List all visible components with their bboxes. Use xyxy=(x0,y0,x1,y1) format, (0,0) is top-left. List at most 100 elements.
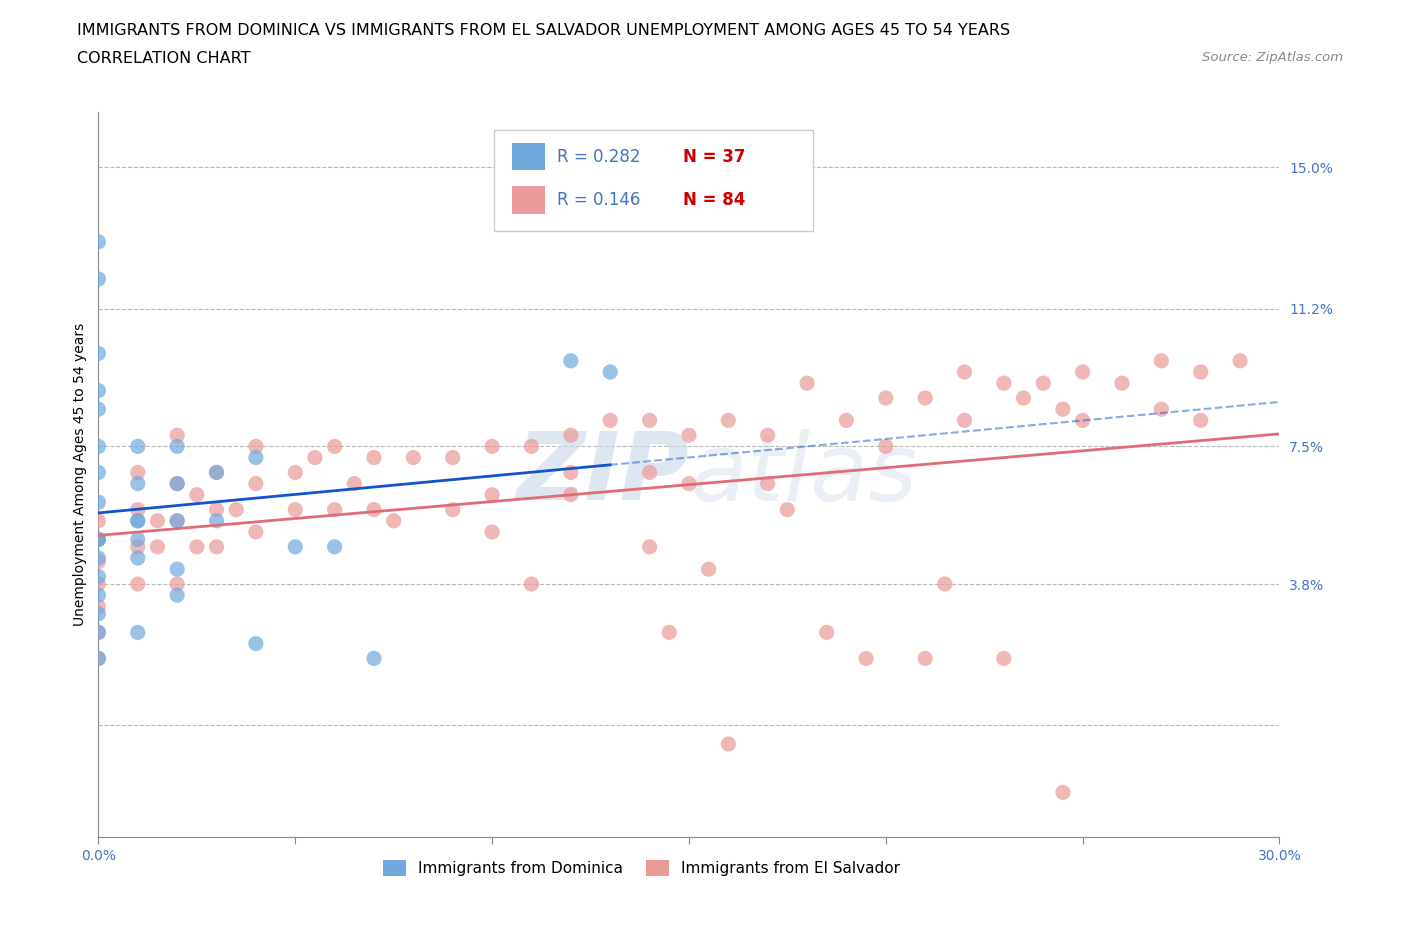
Point xyxy=(87,532,110,547)
Point xyxy=(441,502,464,517)
Point xyxy=(166,513,188,528)
Point xyxy=(87,588,110,603)
Point xyxy=(87,402,110,417)
Point xyxy=(1189,413,1212,428)
Point xyxy=(934,577,956,591)
Point xyxy=(205,513,228,528)
Point xyxy=(1189,365,1212,379)
Point xyxy=(127,465,149,480)
Point xyxy=(560,428,582,443)
Text: R = 0.146: R = 0.146 xyxy=(557,191,640,209)
Point xyxy=(481,439,503,454)
Point xyxy=(87,439,110,454)
Text: ZIP: ZIP xyxy=(516,429,689,520)
Point xyxy=(1150,353,1173,368)
Point xyxy=(166,562,188,577)
Point xyxy=(127,513,149,528)
Point xyxy=(323,439,346,454)
Point xyxy=(1052,785,1074,800)
Point xyxy=(304,450,326,465)
Point xyxy=(87,383,110,398)
Text: Source: ZipAtlas.com: Source: ZipAtlas.com xyxy=(1202,51,1343,64)
Point xyxy=(323,502,346,517)
Point xyxy=(146,539,169,554)
Point xyxy=(382,513,405,528)
Point xyxy=(875,439,897,454)
Point xyxy=(284,539,307,554)
Point xyxy=(855,651,877,666)
Point xyxy=(638,465,661,480)
Point xyxy=(560,487,582,502)
Point xyxy=(363,651,385,666)
Point xyxy=(87,625,110,640)
FancyBboxPatch shape xyxy=(494,130,813,232)
Point xyxy=(658,625,681,640)
Text: CORRELATION CHART: CORRELATION CHART xyxy=(77,51,250,66)
Point xyxy=(1052,402,1074,417)
Point xyxy=(638,539,661,554)
Point xyxy=(638,413,661,428)
Point xyxy=(343,476,366,491)
Point xyxy=(225,502,247,517)
Point xyxy=(520,439,543,454)
Point xyxy=(127,476,149,491)
Point xyxy=(520,577,543,591)
Point xyxy=(1111,376,1133,391)
Point xyxy=(323,539,346,554)
Point xyxy=(441,450,464,465)
Point xyxy=(245,636,267,651)
Point xyxy=(186,487,208,502)
Point xyxy=(127,577,149,591)
Point xyxy=(245,525,267,539)
Point xyxy=(776,502,799,517)
Point xyxy=(166,513,188,528)
Point xyxy=(166,428,188,443)
Point xyxy=(127,439,149,454)
Point xyxy=(796,376,818,391)
Point xyxy=(87,569,110,584)
Point xyxy=(875,391,897,405)
Point xyxy=(166,588,188,603)
Point xyxy=(205,465,228,480)
Point xyxy=(87,577,110,591)
Legend: Immigrants from Dominica, Immigrants from El Salvador: Immigrants from Dominica, Immigrants fro… xyxy=(375,853,908,884)
Point xyxy=(87,551,110,565)
Point xyxy=(87,651,110,666)
Point xyxy=(87,599,110,614)
Point xyxy=(166,476,188,491)
Point xyxy=(363,502,385,517)
Point xyxy=(127,625,149,640)
Point xyxy=(87,234,110,249)
Point xyxy=(245,439,267,454)
Point xyxy=(815,625,838,640)
Text: IMMIGRANTS FROM DOMINICA VS IMMIGRANTS FROM EL SALVADOR UNEMPLOYMENT AMONG AGES : IMMIGRANTS FROM DOMINICA VS IMMIGRANTS F… xyxy=(77,23,1011,38)
Text: atlas: atlas xyxy=(689,429,917,520)
Point xyxy=(560,465,582,480)
Point xyxy=(127,551,149,565)
Bar xyxy=(512,143,546,170)
Point xyxy=(127,502,149,517)
Point xyxy=(914,391,936,405)
Point xyxy=(284,502,307,517)
Point xyxy=(717,737,740,751)
Point xyxy=(166,577,188,591)
Point xyxy=(678,476,700,491)
Point xyxy=(284,465,307,480)
Point xyxy=(1071,413,1094,428)
Point xyxy=(363,450,385,465)
Point xyxy=(756,476,779,491)
Point xyxy=(560,353,582,368)
Point xyxy=(205,539,228,554)
Point xyxy=(166,476,188,491)
Point xyxy=(87,554,110,569)
Point xyxy=(756,428,779,443)
Point xyxy=(127,532,149,547)
Point xyxy=(87,346,110,361)
Y-axis label: Unemployment Among Ages 45 to 54 years: Unemployment Among Ages 45 to 54 years xyxy=(73,323,87,626)
Point xyxy=(993,651,1015,666)
Point xyxy=(87,513,110,528)
Point xyxy=(127,539,149,554)
Text: N = 84: N = 84 xyxy=(683,191,745,209)
Point xyxy=(166,439,188,454)
Point xyxy=(146,513,169,528)
